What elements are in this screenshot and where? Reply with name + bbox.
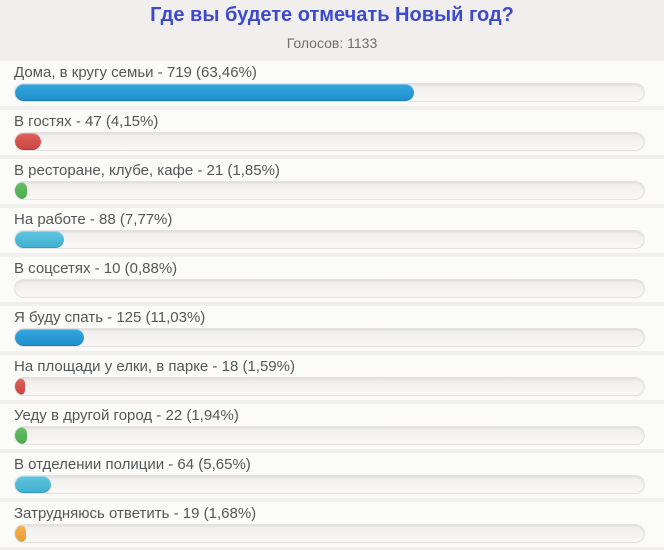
poll-option-bar-track [14, 230, 645, 249]
poll-option-row: На площади у елки, в парке - 18 (1,59%) [0, 355, 664, 400]
poll-option-row: В отделении полиции - 64 (5,65%) [0, 453, 664, 498]
poll-option-row: В соцсетях - 10 (0,88%) [0, 257, 664, 302]
poll-option-bar-track [14, 181, 645, 200]
poll-option-bar-fill [15, 378, 25, 395]
poll-option-bar-fill [15, 133, 42, 150]
poll-option-bar-track [14, 279, 645, 298]
poll-option-row: Я буду спать - 125 (11,03%) [0, 306, 664, 351]
poll-option-label: Затрудняюсь ответить - 19 (1,68%) [14, 505, 257, 522]
poll-option-bar-track [14, 328, 645, 347]
poll-option-bar-fill [15, 329, 85, 346]
poll-header: Где вы будете отмечать Новый год? Голосо… [0, 0, 664, 52]
poll-title: Где вы будете отмечать Новый год? [150, 4, 514, 26]
poll-option-bar-track [14, 377, 645, 396]
poll-option-row: Затрудняюсь ответить - 19 (1,68%) [0, 502, 664, 547]
poll-option-row: Дома, в кругу семьи - 719 (63,46%) [0, 61, 664, 106]
poll-option-bar-track [14, 83, 645, 102]
poll-results-list: Дома, в кругу семьи - 719 (63,46%) В гос… [0, 61, 664, 547]
poll-option-bar-fill [15, 525, 26, 542]
poll-option-bar-fill [15, 427, 28, 444]
poll-option-label: В соцсетях - 10 (0,88%) [14, 260, 178, 277]
poll-option-label: В ресторане, клубе, кафе - 21 (1,85%) [14, 162, 280, 179]
poll-option-label: На площади у елки, в парке - 18 (1,59%) [14, 358, 295, 375]
poll-option-label: Уеду в другой город - 22 (1,94%) [14, 407, 239, 424]
poll-option-row: На работе - 88 (7,77%) [0, 208, 664, 253]
poll-option-label: Дома, в кругу семьи - 719 (63,46%) [14, 64, 257, 81]
poll-option-bar-fill [15, 84, 415, 101]
poll-votes-count: Голосов: 1133 [286, 35, 378, 51]
poll-option-bar-track [14, 132, 645, 151]
poll-option-label: В отделении полиции - 64 (5,65%) [14, 456, 251, 473]
poll-option-label: На работе - 88 (7,77%) [14, 211, 173, 228]
poll-option-row: В гостях - 47 (4,15%) [0, 110, 664, 155]
poll-option-bar-fill [15, 182, 27, 199]
poll-option-label: В гостях - 47 (4,15%) [14, 113, 159, 130]
poll-option-row: Уеду в другой город - 22 (1,94%) [0, 404, 664, 449]
poll-option-bar-track [14, 524, 645, 543]
poll-option-bar-fill [15, 476, 51, 493]
poll-option-bar-fill [15, 231, 64, 248]
poll-option-bar-track [14, 475, 645, 494]
poll-option-row: В ресторане, клубе, кафе - 21 (1,85%) [0, 159, 664, 204]
poll-option-bar-track [14, 426, 645, 445]
poll-option-label: Я буду спать - 125 (11,03%) [14, 309, 206, 326]
